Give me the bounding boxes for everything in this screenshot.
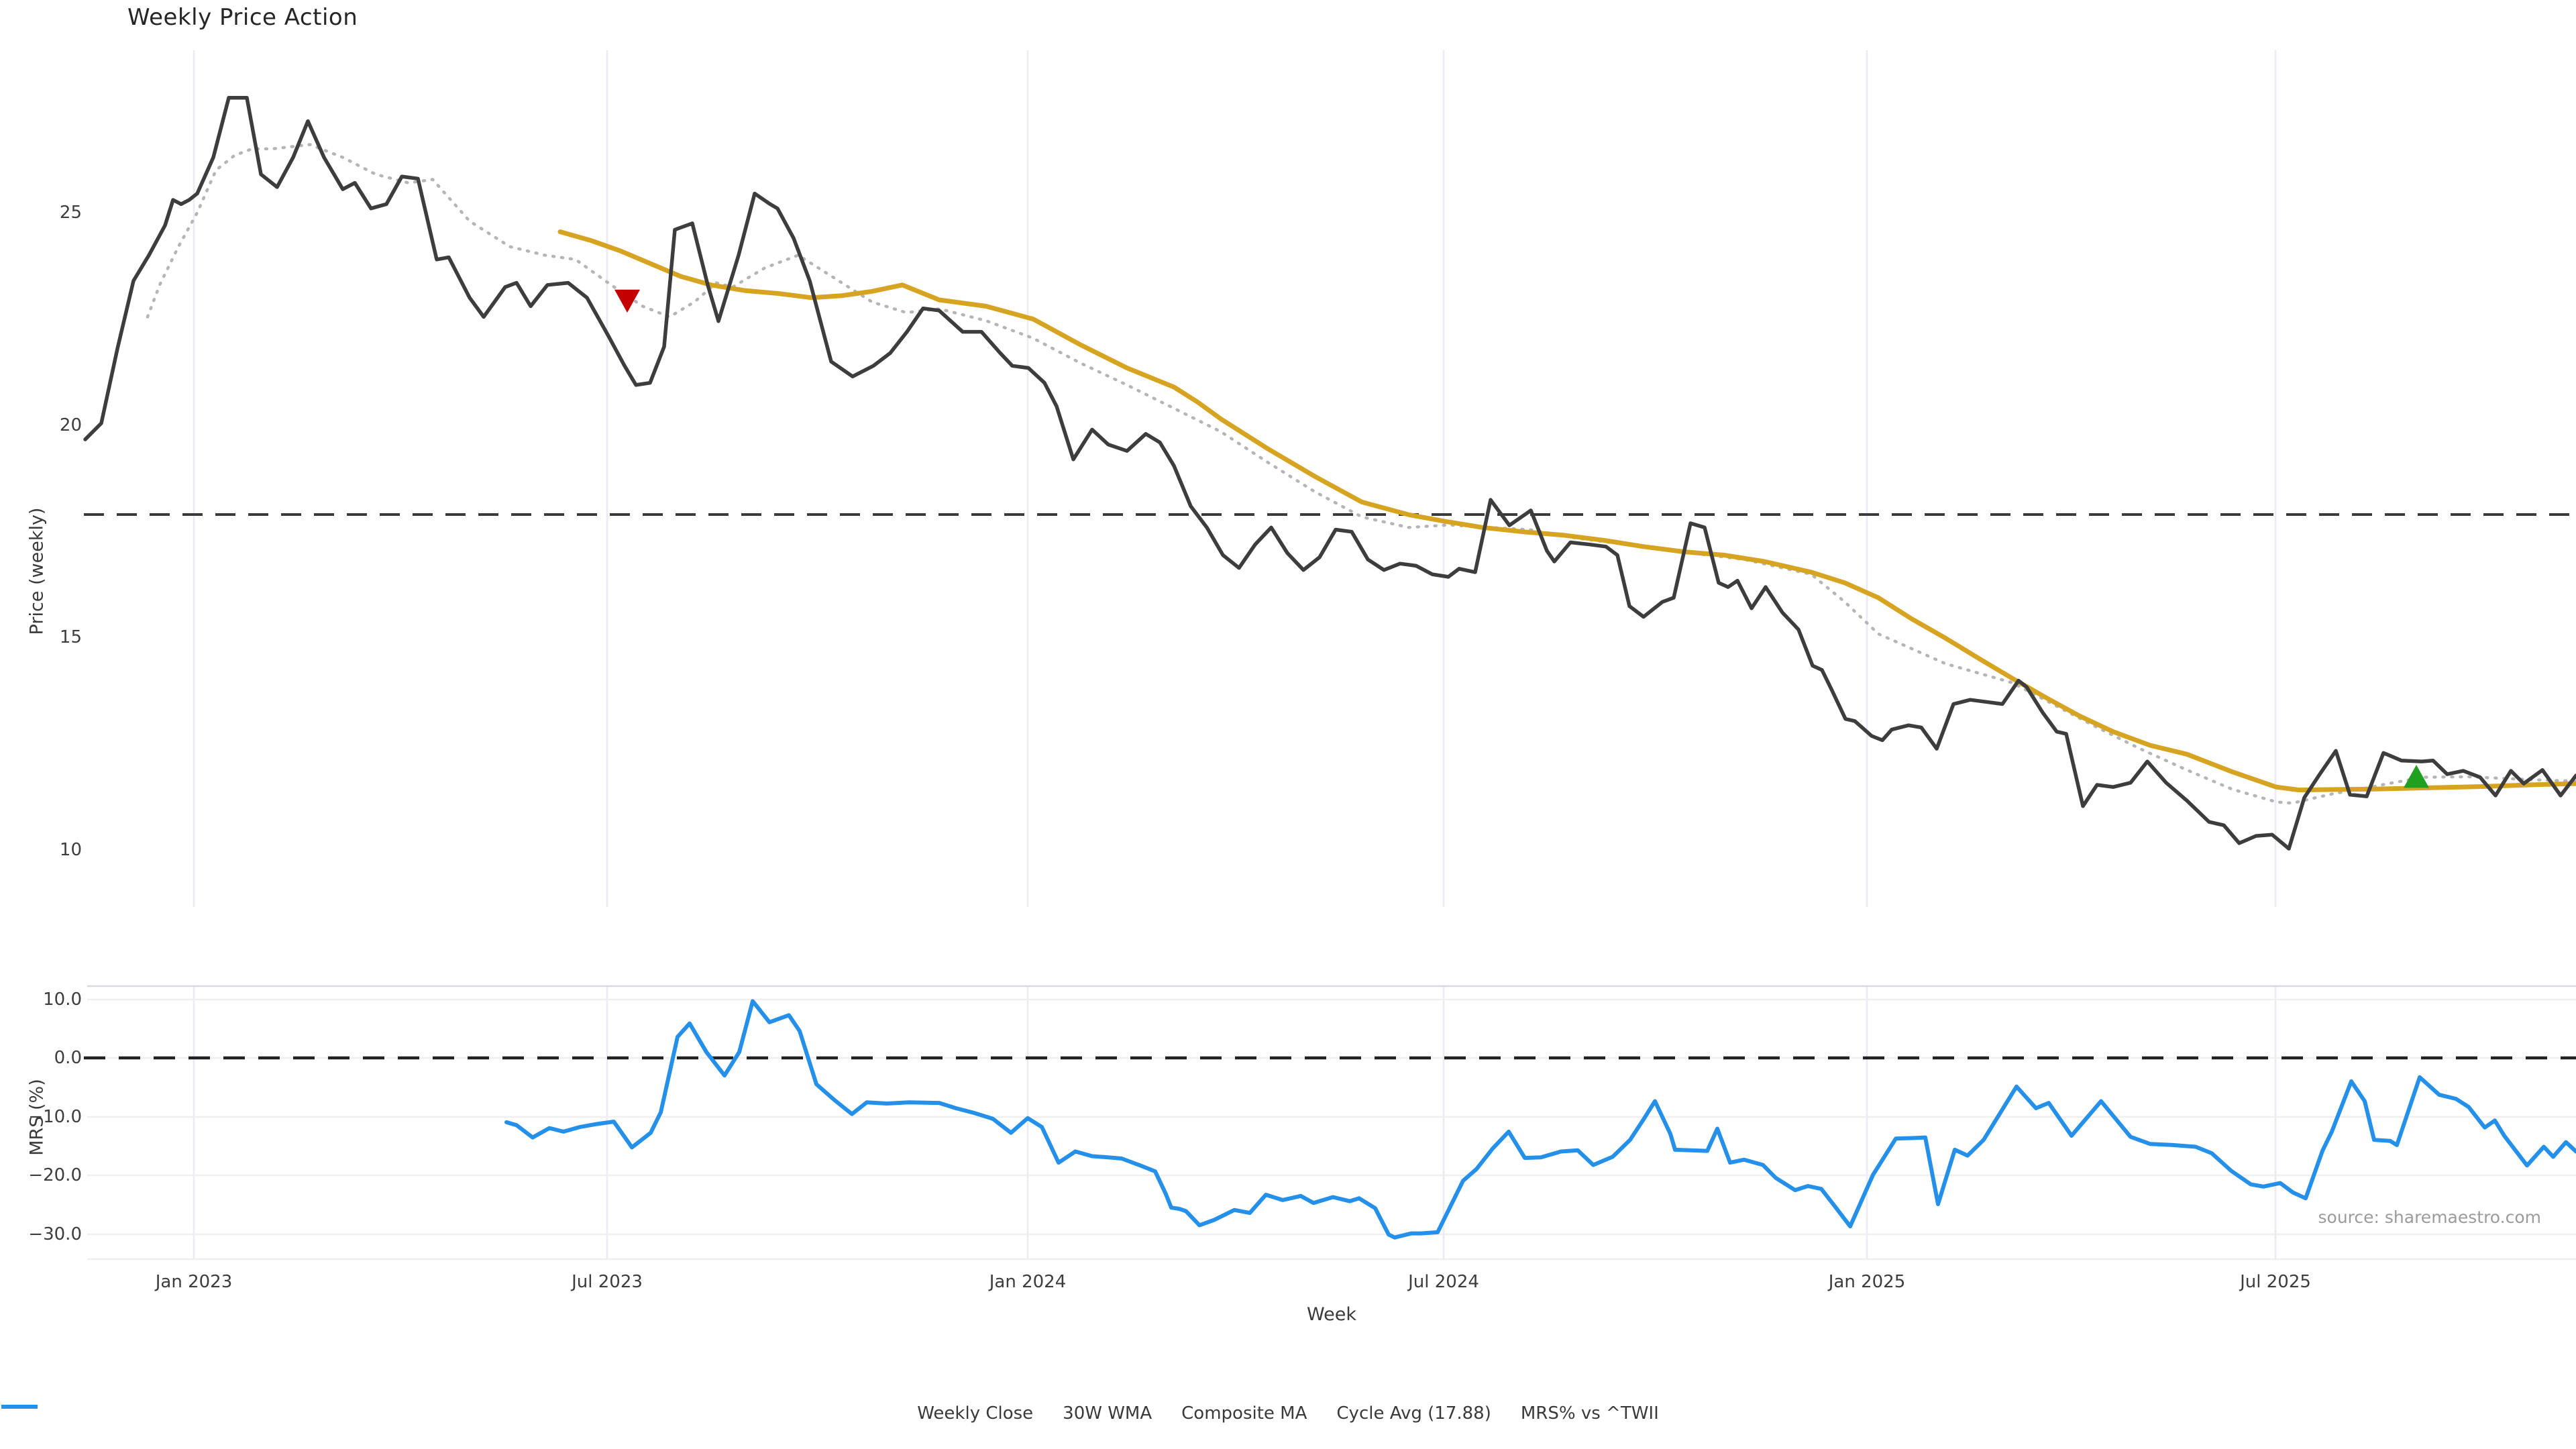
x-tick: Jan 2023 xyxy=(155,1272,233,1292)
legend-item: 30W WMA xyxy=(1,1403,1152,1424)
weekly-close-line xyxy=(83,96,2576,851)
mrs-ytick: 0.0 xyxy=(54,1048,82,1068)
sell-signal-marker xyxy=(614,289,640,313)
x-tick: Jan 2025 xyxy=(1828,1272,1906,1292)
price-ytick: 10 xyxy=(59,840,82,860)
x-tick: Jul 2023 xyxy=(572,1272,643,1292)
source-credit: source: sharemaestro.com xyxy=(2318,1208,2542,1227)
price-ytick: 25 xyxy=(59,203,82,223)
legend-label: MRS% vs ^TWII xyxy=(1520,1403,1659,1424)
mrs-ytick: −10.0 xyxy=(28,1107,82,1127)
legend: Weekly Close 30W WMA Composite MA Cycle Avg… xyxy=(0,1403,2576,1424)
legend-swatch-solid xyxy=(1,1405,38,1409)
x-tick: Jan 2024 xyxy=(989,1272,1067,1292)
price-ytick: 20 xyxy=(59,415,82,435)
price-ytick: 15 xyxy=(59,627,82,647)
x-axis-label: Week xyxy=(1307,1304,1356,1325)
legend-item: Cycle Avg (17.88) xyxy=(1,1403,1491,1424)
legend-label: Composite MA xyxy=(1181,1403,1307,1424)
x-tick: Jul 2025 xyxy=(2240,1272,2311,1292)
buy-signal-marker xyxy=(2404,765,2429,788)
mrs-ytick: −30.0 xyxy=(28,1224,82,1244)
chart-title: Weekly Price Action xyxy=(127,4,358,31)
mrs-ytick: 10.0 xyxy=(43,989,82,1010)
legend-item: Composite MA xyxy=(1,1403,1307,1424)
legend-label: Cycle Avg (17.88) xyxy=(1336,1403,1491,1424)
mrs-ytick: −20.0 xyxy=(28,1165,82,1185)
x-tick: Jul 2024 xyxy=(1408,1272,1479,1292)
legend-label: 30W WMA xyxy=(1063,1403,1152,1424)
wma-30w-line xyxy=(557,229,2576,793)
mrs-line xyxy=(504,999,2576,1240)
composite-ma-line xyxy=(146,143,2576,805)
legend-item: Weekly Close xyxy=(1,1403,1034,1424)
price-axis-label: Price (weekly) xyxy=(26,507,48,635)
legend-label: Weekly Close xyxy=(917,1403,1034,1424)
legend-item: MRS% vs ^TWII xyxy=(1,1403,1659,1424)
